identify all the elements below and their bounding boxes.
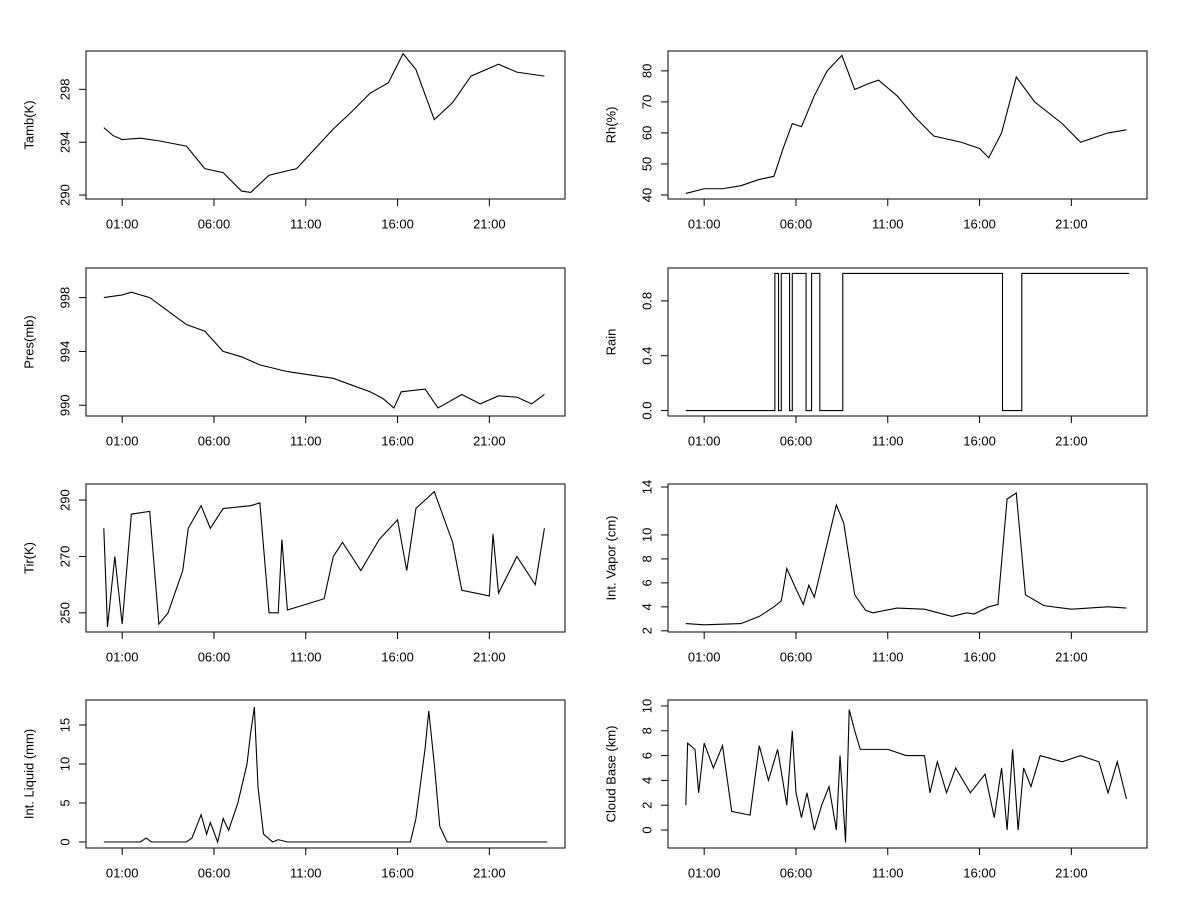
y-tick-label: 8 [639, 555, 654, 562]
y-tick-label: 14 [639, 480, 654, 494]
y-axis-label: Int. Liquid (mm) [21, 729, 36, 819]
x-tick-label: 16:00 [963, 433, 996, 448]
x-tick-label: 21:00 [1055, 216, 1088, 231]
x-tick-label: 01:00 [688, 433, 721, 448]
x-tick-label: 16:00 [381, 216, 414, 231]
data-line [103, 490, 545, 627]
x-tick-label: 21:00 [473, 216, 506, 231]
y-tick-label: 6 [639, 752, 654, 759]
x-tick-label: 01:00 [688, 649, 721, 664]
plot-frame [85, 483, 566, 633]
plot-frame [667, 50, 1148, 200]
x-tick-label: 21:00 [1055, 433, 1088, 448]
x-tick-label: 06:00 [780, 216, 813, 231]
y-tick-label: 0.8 [639, 292, 654, 310]
y-axis-label: Pres(mb) [21, 315, 36, 368]
plot-frame [667, 699, 1148, 849]
y-axis-label: Tamb(K) [21, 100, 36, 149]
data-line [685, 492, 1127, 626]
x-tick-label: 11:00 [872, 433, 904, 448]
x-tick-label: 16:00 [963, 649, 996, 664]
x-tick-label: 16:00 [381, 433, 414, 448]
y-tick-label: 994 [57, 341, 72, 363]
x-tick-label: 06:00 [198, 216, 231, 231]
x-tick-label: 01:00 [688, 865, 721, 880]
x-tick-label: 16:00 [963, 216, 996, 231]
x-tick-label: 01:00 [106, 649, 139, 664]
y-tick-label: 298 [57, 78, 72, 100]
x-tick-label: 01:00 [106, 433, 139, 448]
y-tick-label: 5 [57, 799, 72, 806]
y-tick-label: 15 [57, 718, 72, 732]
x-tick-label: 21:00 [473, 649, 506, 664]
y-tick-label: 6 [639, 579, 654, 586]
x-tick-label: 06:00 [198, 433, 231, 448]
data-line [685, 54, 1127, 194]
y-tick-label: 290 [57, 489, 72, 511]
y-tick-label: 4 [639, 777, 654, 784]
x-tick-label: 11:00 [872, 865, 904, 880]
y-tick-label: 4 [639, 603, 654, 610]
x-tick-label: 16:00 [963, 865, 996, 880]
x-tick-label: 06:00 [198, 865, 231, 880]
x-tick-label: 11:00 [290, 649, 322, 664]
x-tick-label: 01:00 [106, 865, 139, 880]
plot-frame [85, 699, 566, 849]
y-tick-label: 10 [57, 757, 72, 771]
plot-frame [85, 50, 566, 200]
data-line [103, 52, 545, 193]
y-axis-label: Rain [603, 329, 618, 356]
x-tick-label: 11:00 [290, 865, 322, 880]
x-tick-label: 11:00 [872, 216, 904, 231]
y-tick-label: 0 [639, 826, 654, 833]
data-line [103, 291, 545, 409]
y-tick-label: 998 [57, 287, 72, 309]
y-tick-label: 0 [57, 838, 72, 845]
y-tick-label: 50 [639, 157, 654, 171]
x-tick-label: 06:00 [198, 649, 231, 664]
y-axis-label: Rh(%) [603, 107, 618, 144]
y-tick-label: 10 [639, 528, 654, 542]
y-tick-label: 294 [57, 131, 72, 153]
y-axis-label: Int. Vapor (cm) [603, 515, 618, 600]
y-tick-label: 2 [639, 802, 654, 809]
x-tick-label: 11:00 [290, 216, 322, 231]
y-tick-label: 2 [639, 627, 654, 634]
data-line [103, 706, 548, 844]
x-tick-label: 06:00 [780, 649, 813, 664]
y-tick-label: 70 [639, 95, 654, 109]
plot-frame [667, 483, 1148, 633]
x-tick-label: 21:00 [473, 433, 506, 448]
x-tick-label: 16:00 [381, 649, 414, 664]
x-tick-label: 01:00 [688, 216, 721, 231]
y-tick-label: 40 [639, 188, 654, 202]
data-line [685, 272, 1130, 412]
y-tick-label: 990 [57, 394, 72, 416]
y-tick-label: 290 [57, 184, 72, 206]
y-tick-label: 0.0 [639, 401, 654, 419]
x-tick-label: 11:00 [872, 649, 904, 664]
y-tick-label: 60 [639, 126, 654, 140]
x-tick-label: 21:00 [1055, 649, 1088, 664]
x-tick-label: 21:00 [1055, 865, 1088, 880]
y-axis-label: Cloud Base (km) [603, 726, 618, 823]
y-axis-label: Tir(K) [21, 542, 36, 574]
y-tick-label: 8 [639, 727, 654, 734]
y-tick-label: 0.4 [639, 347, 654, 365]
x-tick-label: 06:00 [780, 433, 813, 448]
plot-frame [667, 267, 1148, 417]
y-tick-label: 80 [639, 64, 654, 78]
data-line [685, 709, 1127, 843]
y-tick-label: 270 [57, 546, 72, 568]
x-tick-label: 06:00 [780, 865, 813, 880]
x-tick-label: 11:00 [290, 433, 322, 448]
x-tick-label: 16:00 [381, 865, 414, 880]
y-tick-label: 250 [57, 602, 72, 624]
y-tick-label: 10 [639, 699, 654, 713]
x-tick-label: 21:00 [473, 865, 506, 880]
plot-frame [85, 267, 566, 417]
x-tick-label: 01:00 [106, 216, 139, 231]
